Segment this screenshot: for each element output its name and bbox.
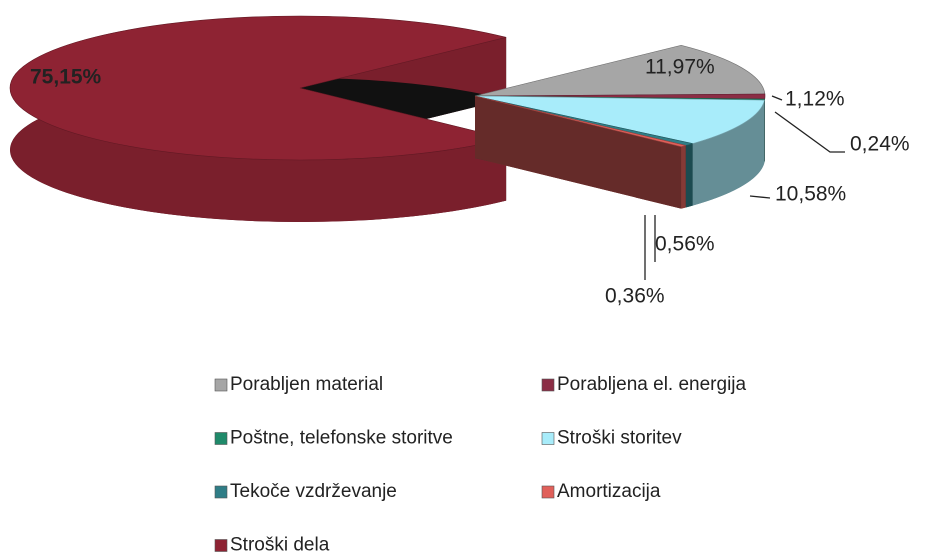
data-label: 0,36% xyxy=(605,285,665,308)
legend-swatch xyxy=(214,378,228,392)
slice-side xyxy=(681,145,686,209)
legend-swatch xyxy=(541,485,555,499)
data-label: 75,15% xyxy=(30,66,102,89)
data-label: 0,24% xyxy=(850,133,910,156)
legend-swatch xyxy=(541,432,555,445)
slice xyxy=(474,45,766,97)
leader-line xyxy=(749,195,771,199)
slice-side xyxy=(692,100,765,206)
legend-label: Stroški storitev xyxy=(557,428,682,449)
slice-side xyxy=(685,143,693,208)
leader-line xyxy=(771,95,783,101)
data-label: 11,97% xyxy=(645,56,715,79)
legend-label: Amortizacija xyxy=(557,481,661,502)
legend-swatch xyxy=(214,539,228,552)
legend-swatch xyxy=(214,485,228,499)
legend-label: Stroški dela xyxy=(230,535,330,556)
data-label: 1,12% xyxy=(785,88,845,111)
legend-label: Tekoče vzdrževanje xyxy=(230,481,397,502)
slice xyxy=(474,95,765,144)
legend-label: Porabljena el. energija xyxy=(557,374,747,395)
slice xyxy=(474,95,686,147)
legend-swatch xyxy=(541,378,555,392)
legend-swatch xyxy=(214,432,228,445)
slice xyxy=(9,15,507,161)
legend-label: Poštne, telefonske storitve xyxy=(230,428,453,449)
legend-label: Porabljen material xyxy=(230,374,383,395)
slice-wall xyxy=(475,96,682,209)
data-label: 10,58% xyxy=(775,183,846,206)
leader-line xyxy=(774,111,845,153)
data-label: 0,56% xyxy=(655,233,715,256)
